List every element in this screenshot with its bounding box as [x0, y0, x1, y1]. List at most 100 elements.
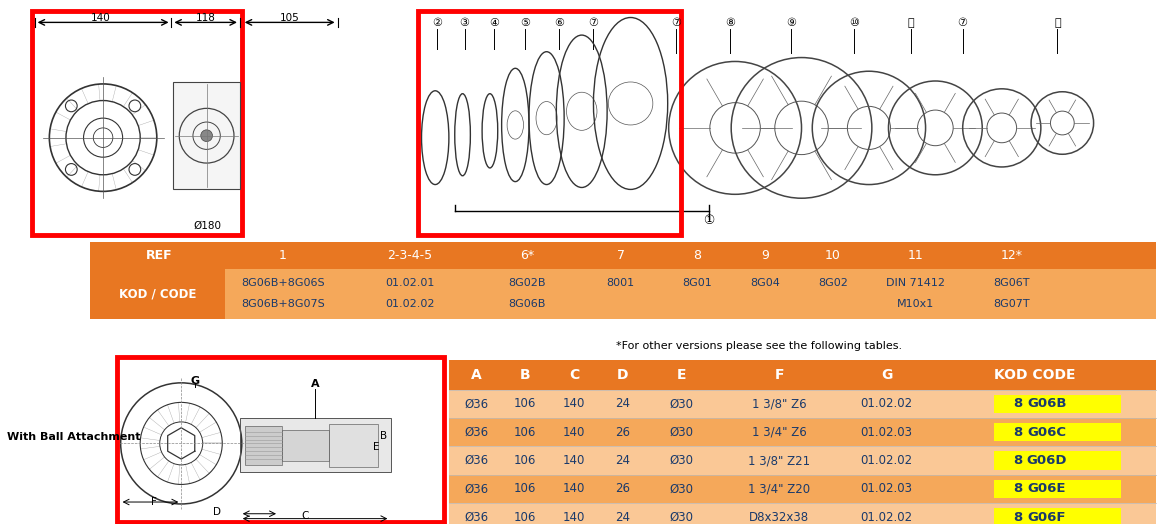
Text: 8G07T: 8G07T	[993, 299, 1030, 309]
Bar	[173, 82, 240, 190]
Text: F: F	[151, 497, 157, 507]
Text: ⑪: ⑪	[908, 19, 914, 28]
Bar	[31, 11, 241, 235]
Text: ⑤: ⑤	[520, 19, 531, 28]
Text: G: G	[881, 368, 892, 382]
Text: C: C	[302, 511, 309, 521]
Text: ⑦: ⑦	[958, 19, 968, 28]
Bar	[449, 447, 1156, 475]
Text: 01.02.02: 01.02.02	[860, 511, 913, 524]
Text: 8G06B+8G07S: 8G06B+8G07S	[241, 299, 325, 309]
Text: 1 3/8" Z6: 1 3/8" Z6	[751, 397, 807, 410]
Text: 8: 8	[1012, 454, 1022, 467]
Text: Ø36: Ø36	[464, 482, 489, 495]
Text: 01.02.02: 01.02.02	[860, 454, 913, 467]
Text: 8: 8	[1012, 482, 1022, 495]
Text: 8G01: 8G01	[683, 278, 712, 288]
Text: Ø36: Ø36	[464, 426, 489, 439]
Bar	[282, 430, 329, 461]
Text: D8x32x38: D8x32x38	[749, 511, 809, 524]
Bar	[329, 424, 377, 467]
Text: 01.02.02: 01.02.02	[385, 299, 434, 309]
Text: B: B	[520, 368, 531, 382]
Text: 8: 8	[1012, 397, 1022, 410]
Text: B: B	[380, 431, 387, 441]
Text: Ø36: Ø36	[464, 397, 489, 410]
Text: Ø30: Ø30	[670, 454, 693, 467]
Bar	[91, 242, 1156, 269]
Bar	[994, 451, 1122, 470]
Bar	[418, 11, 682, 235]
Text: Ø36: Ø36	[464, 511, 489, 524]
Text: 1 3/4" Z6: 1 3/4" Z6	[751, 426, 807, 439]
Text: 01.02.03: 01.02.03	[860, 482, 913, 495]
Text: 1 3/8" Z21: 1 3/8" Z21	[748, 454, 810, 467]
Text: E: E	[677, 368, 686, 382]
Bar	[91, 269, 1156, 319]
Text: G06F: G06F	[1027, 511, 1066, 524]
Bar	[282, 430, 329, 461]
Text: ③: ③	[460, 19, 469, 28]
Text: 140: 140	[92, 13, 111, 23]
Text: G: G	[190, 376, 200, 386]
Bar	[173, 82, 240, 190]
Bar	[449, 418, 1156, 447]
Text: ④: ④	[489, 19, 499, 28]
Text: 8: 8	[693, 249, 701, 262]
Text: Ø30: Ø30	[670, 426, 693, 439]
Text: 8G06B+8G06S: 8G06B+8G06S	[241, 278, 325, 288]
Text: M10x1: M10x1	[897, 299, 935, 309]
Text: Ø180: Ø180	[194, 220, 222, 230]
Text: ⑦: ⑦	[671, 19, 682, 28]
Bar	[329, 424, 377, 467]
Text: 24: 24	[615, 511, 630, 524]
Text: Ø30: Ø30	[670, 482, 693, 495]
Text: 118: 118	[196, 13, 216, 23]
Bar	[240, 418, 391, 472]
Bar	[418, 11, 682, 235]
Text: F: F	[774, 368, 784, 382]
Text: ⑦: ⑦	[589, 19, 598, 28]
Bar	[117, 357, 444, 521]
Bar	[240, 418, 391, 472]
Text: 140: 140	[563, 397, 585, 410]
Text: C: C	[569, 368, 579, 382]
Text: 8G06T: 8G06T	[994, 278, 1030, 288]
Text: D: D	[214, 507, 222, 517]
Text: E: E	[374, 442, 380, 452]
Text: ②: ②	[432, 19, 442, 28]
Bar	[994, 423, 1122, 441]
Text: 8: 8	[1012, 511, 1022, 524]
Text: Ø36: Ø36	[464, 454, 489, 467]
Text: 11: 11	[908, 249, 924, 262]
Text: KOD CODE: KOD CODE	[994, 368, 1076, 382]
Text: 8001: 8001	[607, 278, 635, 288]
Text: ⑥: ⑥	[554, 19, 564, 28]
Text: G06D: G06D	[1026, 454, 1067, 467]
Text: 24: 24	[615, 454, 630, 467]
Bar	[245, 426, 282, 465]
Text: *For other versions please see the following tables.: *For other versions please see the follo…	[616, 341, 902, 351]
Text: 106: 106	[514, 454, 536, 467]
Text: D: D	[616, 368, 628, 382]
Text: 140: 140	[563, 454, 585, 467]
Text: 105: 105	[280, 13, 300, 23]
Bar	[449, 361, 1156, 390]
Text: ⑫: ⑫	[1054, 19, 1061, 28]
Text: DIN 71412: DIN 71412	[886, 278, 945, 288]
Bar	[449, 475, 1156, 503]
Bar	[245, 426, 282, 465]
Text: 8: 8	[1012, 426, 1022, 439]
Text: 8G06B: 8G06B	[509, 299, 546, 309]
Text: G06B: G06B	[1027, 397, 1067, 410]
Text: 12*: 12*	[1001, 249, 1023, 262]
Text: 10: 10	[824, 249, 841, 262]
Text: G06C: G06C	[1027, 426, 1066, 439]
Text: 1: 1	[279, 249, 287, 262]
Text: 8G04: 8G04	[750, 278, 780, 288]
Text: ①: ①	[704, 214, 714, 227]
Text: With Ball Attachment: With Ball Attachment	[7, 432, 140, 442]
Text: 106: 106	[514, 397, 536, 410]
Text: 01.02.03: 01.02.03	[860, 426, 913, 439]
Text: G06E: G06E	[1027, 482, 1066, 495]
